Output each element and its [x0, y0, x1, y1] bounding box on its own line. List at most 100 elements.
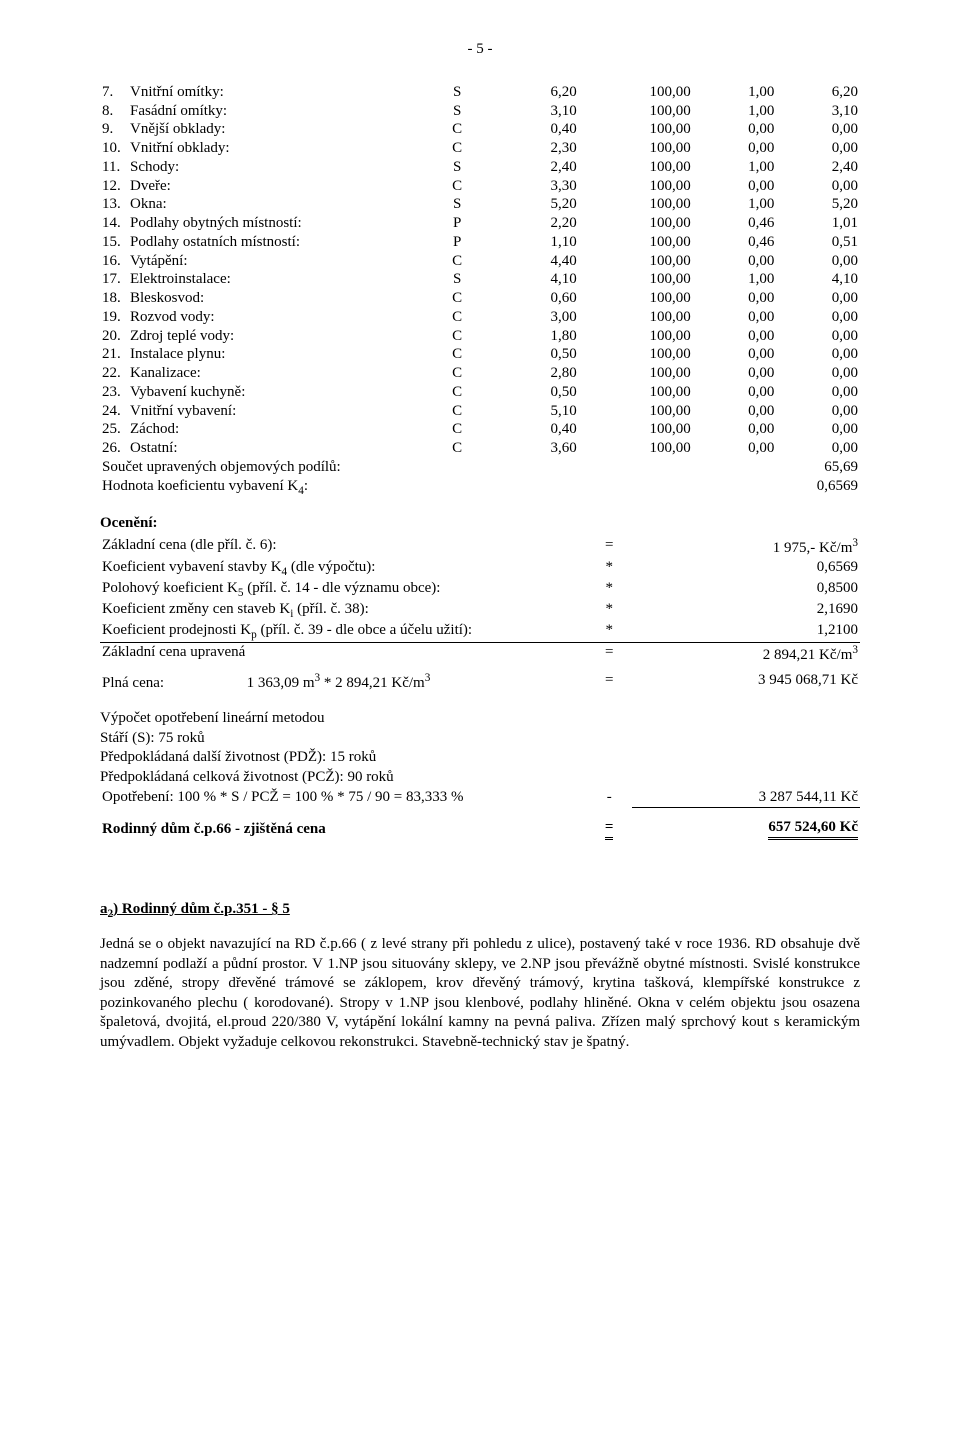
item-c1: 2,80	[480, 364, 579, 383]
item-c4: 0,00	[776, 308, 860, 327]
coeff-val: 2,1690	[632, 600, 860, 621]
table-row: 16.Vytápění:C4,40100,000,000,00	[100, 252, 860, 271]
table-row: 25.Záchod:C0,40100,000,000,00	[100, 420, 860, 439]
table-row: 23.Vybavení kuchyně:C0,50100,000,000,00	[100, 383, 860, 402]
item-label: 13.Okna:	[100, 195, 434, 214]
coeff-op: =	[586, 536, 632, 558]
table-row: 7.Vnitřní omítky:S6,20100,001,006,20	[100, 83, 860, 102]
table-row: 21.Instalace plynu:C0,50100,000,000,00	[100, 345, 860, 364]
item-c3: 0,00	[693, 383, 777, 402]
table-row: 14.Podlahy obytných místností:P2,20100,0…	[100, 214, 860, 233]
coeff-label: Koeficient vybavení stavby K4 (dle výpoč…	[100, 558, 586, 579]
sum1-label: Součet upravených objemových podílů:	[100, 458, 579, 477]
item-s: S	[434, 158, 480, 177]
wear-l2: Předpokládaná další životnost (PDŽ): 15 …	[100, 748, 860, 767]
item-c3: 0,00	[693, 439, 777, 458]
item-c1: 4,10	[480, 270, 579, 289]
item-c3: 0,46	[693, 214, 777, 233]
wear-block: Výpočet opotřebení lineární metodou Stář…	[100, 709, 860, 808]
item-label: 17.Elektroinstalace:	[100, 270, 434, 289]
item-label: 11.Schody:	[100, 158, 434, 177]
item-c3: 0,46	[693, 233, 777, 252]
item-c3: 0,00	[693, 327, 777, 346]
item-c3: 0,00	[693, 402, 777, 421]
item-c4: 5,20	[776, 195, 860, 214]
item-label: 20.Zdroj teplé vody:	[100, 327, 434, 346]
plna-left: Plná cena: 1 363,09 m3 * 2 894,21 Kč/m3	[100, 665, 586, 693]
item-c2: 100,00	[579, 327, 693, 346]
item-c2: 100,00	[579, 439, 693, 458]
item-c2: 100,00	[579, 83, 693, 102]
item-c3: 0,00	[693, 308, 777, 327]
table-row: 22.Kanalizace:C2,80100,000,000,00	[100, 364, 860, 383]
item-c3: 1,00	[693, 195, 777, 214]
coeff-label: Koeficient prodejnosti Kp (příl. č. 39 -…	[100, 621, 586, 643]
item-s: S	[434, 270, 480, 289]
section-2-head: a2) Rodinný dům č.p.351 - § 5	[100, 900, 860, 921]
sum2-value: 0,6569	[776, 477, 860, 498]
wear-l1: Stáří (S): 75 roků	[100, 729, 860, 748]
item-c1: 0,40	[480, 120, 579, 139]
item-c3: 0,00	[693, 252, 777, 271]
page-container: - 5 - 7.Vnitřní omítky:S6,20100,001,006,…	[50, 0, 910, 1112]
item-c2: 100,00	[579, 289, 693, 308]
item-c4: 4,10	[776, 270, 860, 289]
item-label: 24.Vnitřní vybavení:	[100, 402, 434, 421]
zcu-row: Základní cena upravená = 2 894,21 Kč/m3	[100, 643, 860, 665]
item-c1: 4,40	[480, 252, 579, 271]
item-s: C	[434, 327, 480, 346]
item-c2: 100,00	[579, 402, 693, 421]
item-c2: 100,00	[579, 364, 693, 383]
item-c2: 100,00	[579, 195, 693, 214]
item-c3: 1,00	[693, 102, 777, 121]
item-s: C	[434, 252, 480, 271]
item-s: C	[434, 345, 480, 364]
item-c2: 100,00	[579, 177, 693, 196]
table-row: 11.Schody:S2,40100,001,002,40	[100, 158, 860, 177]
item-c2: 100,00	[579, 120, 693, 139]
item-label: 10.Vnitřní obklady:	[100, 139, 434, 158]
item-c2: 100,00	[579, 308, 693, 327]
zcu-op: =	[586, 643, 632, 665]
item-c3: 1,00	[693, 270, 777, 289]
item-c2: 100,00	[579, 158, 693, 177]
item-label: 23.Vybavení kuchyně:	[100, 383, 434, 402]
item-c4: 1,01	[776, 214, 860, 233]
item-label: 18.Bleskosvod:	[100, 289, 434, 308]
item-c1: 5,20	[480, 195, 579, 214]
wear-op: -	[586, 788, 632, 807]
item-s: P	[434, 214, 480, 233]
plna-op: =	[586, 665, 632, 693]
wear-calc: Opotřebení: 100 % * S / PCŽ = 100 % * 75…	[100, 788, 586, 807]
wear-l3: Předpokládaná celková životnost (PCŽ): 9…	[100, 768, 860, 787]
item-c3: 1,00	[693, 158, 777, 177]
table-row: 13.Okna:S5,20100,001,005,20	[100, 195, 860, 214]
item-c4: 0,00	[776, 402, 860, 421]
item-c1: 3,60	[480, 439, 579, 458]
section-2-paragraph: Jedná se o objekt navazující na RD č.p.6…	[100, 935, 860, 1052]
item-label: 26.Ostatní:	[100, 439, 434, 458]
item-label: 25.Záchod:	[100, 420, 434, 439]
table-row: 10.Vnitřní obklady:C2,30100,000,000,00	[100, 139, 860, 158]
item-c3: 0,00	[693, 345, 777, 364]
item-c1: 0,50	[480, 383, 579, 402]
coeff-row: Koeficient vybavení stavby K4 (dle výpoč…	[100, 558, 860, 579]
item-c1: 5,10	[480, 402, 579, 421]
table-row: 15.Podlahy ostatních místností:P1,10100,…	[100, 233, 860, 252]
item-c1: 2,40	[480, 158, 579, 177]
item-s: S	[434, 83, 480, 102]
item-c4: 2,40	[776, 158, 860, 177]
item-c4: 0,00	[776, 345, 860, 364]
item-label: 14.Podlahy obytných místností:	[100, 214, 434, 233]
final-op: =	[586, 818, 632, 841]
item-c4: 0,00	[776, 420, 860, 439]
item-s: C	[434, 439, 480, 458]
sum-row-2: Hodnota koeficientu vybavení K4: 0,6569	[100, 477, 860, 498]
item-c1: 0,50	[480, 345, 579, 364]
item-c2: 100,00	[579, 270, 693, 289]
item-c4: 0,00	[776, 139, 860, 158]
item-s: C	[434, 308, 480, 327]
items-table: 7.Vnitřní omítky:S6,20100,001,006,208.Fa…	[100, 83, 860, 498]
wear-head: Výpočet opotřebení lineární metodou	[100, 709, 860, 728]
coeff-row: Koeficient změny cen staveb Ki (příl. č.…	[100, 600, 860, 621]
